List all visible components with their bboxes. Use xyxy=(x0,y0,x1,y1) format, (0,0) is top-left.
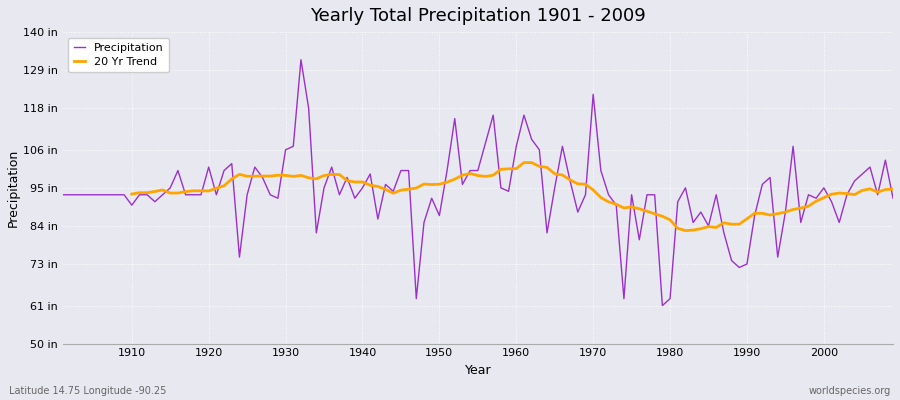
Text: worldspecies.org: worldspecies.org xyxy=(809,386,891,396)
Precipitation xyxy=(288,144,299,149)
X-axis label: Year: Year xyxy=(464,364,491,377)
Legend: Precipitation, 20 Yr Trend: Precipitation, 20 Yr Trend xyxy=(68,38,169,72)
Title: Yearly Total Precipitation 1901 - 2009: Yearly Total Precipitation 1901 - 2009 xyxy=(310,7,645,25)
20 Yr Trend xyxy=(303,176,314,180)
20 Yr Trend xyxy=(526,160,537,165)
20 Yr Trend xyxy=(518,160,529,165)
20 Yr Trend xyxy=(273,173,284,178)
Precipitation xyxy=(611,203,622,208)
Precipitation xyxy=(887,196,898,201)
Y-axis label: Precipitation: Precipitation xyxy=(7,149,20,227)
Line: 20 Yr Trend: 20 Yr Trend xyxy=(131,162,893,231)
Text: Latitude 14.75 Longitude -90.25: Latitude 14.75 Longitude -90.25 xyxy=(9,386,166,396)
20 Yr Trend xyxy=(887,187,898,192)
Precipitation xyxy=(657,303,668,308)
20 Yr Trend xyxy=(126,192,137,196)
Line: Precipitation: Precipitation xyxy=(63,60,893,306)
Precipitation xyxy=(295,57,306,62)
20 Yr Trend xyxy=(680,228,691,233)
Precipitation xyxy=(119,192,130,197)
Precipitation xyxy=(518,113,529,118)
Precipitation xyxy=(58,192,68,197)
20 Yr Trend xyxy=(865,186,876,191)
Precipitation xyxy=(342,175,353,180)
20 Yr Trend xyxy=(842,191,852,196)
20 Yr Trend xyxy=(588,188,598,192)
Precipitation xyxy=(511,144,522,149)
